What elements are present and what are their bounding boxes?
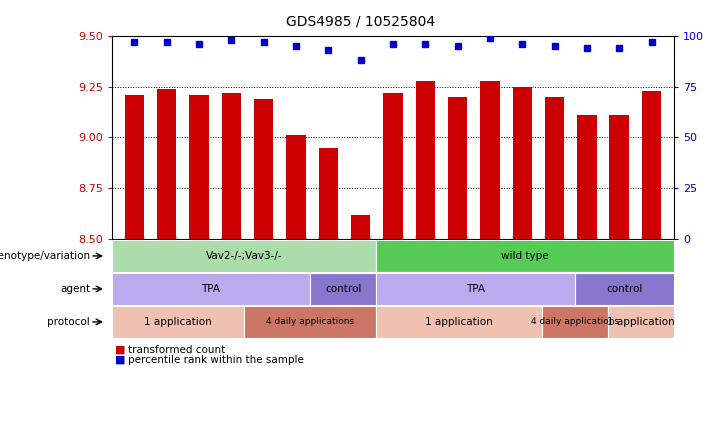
Text: wild type: wild type [502, 251, 549, 261]
Bar [254, 99, 273, 239]
Bar [319, 148, 338, 239]
Text: 1 application: 1 application [425, 317, 493, 327]
Text: 1 application: 1 application [144, 317, 212, 327]
Text: 4 daily applications: 4 daily applications [531, 317, 619, 327]
Text: control: control [606, 284, 642, 294]
Text: TPA: TPA [201, 284, 221, 294]
Bar [642, 91, 661, 239]
Bar [415, 81, 435, 239]
Bar [448, 97, 467, 239]
Text: Vav2-/-;Vav3-/-: Vav2-/-;Vav3-/- [205, 251, 283, 261]
Bar [190, 95, 208, 239]
Text: TPA: TPA [466, 284, 485, 294]
Bar [578, 115, 596, 239]
Bar [157, 89, 177, 239]
Text: GDS4985 / 10525804: GDS4985 / 10525804 [286, 15, 435, 29]
Text: agent: agent [60, 284, 90, 294]
Text: ■: ■ [115, 355, 126, 365]
Text: control: control [325, 284, 361, 294]
Text: transformed count: transformed count [128, 345, 225, 355]
Text: protocol: protocol [48, 317, 90, 327]
Bar [480, 81, 500, 239]
Bar [609, 115, 629, 239]
Bar [221, 93, 241, 239]
Bar [384, 93, 402, 239]
Text: genotype/variation: genotype/variation [0, 251, 90, 261]
Bar [545, 97, 565, 239]
Bar [286, 135, 306, 239]
Bar [351, 214, 371, 239]
Text: percentile rank within the sample: percentile rank within the sample [128, 355, 304, 365]
Text: 1 application: 1 application [607, 317, 675, 327]
Text: 4 daily applications: 4 daily applications [266, 317, 354, 327]
Bar [125, 95, 144, 239]
Bar [513, 87, 532, 239]
Text: ■: ■ [115, 345, 126, 355]
